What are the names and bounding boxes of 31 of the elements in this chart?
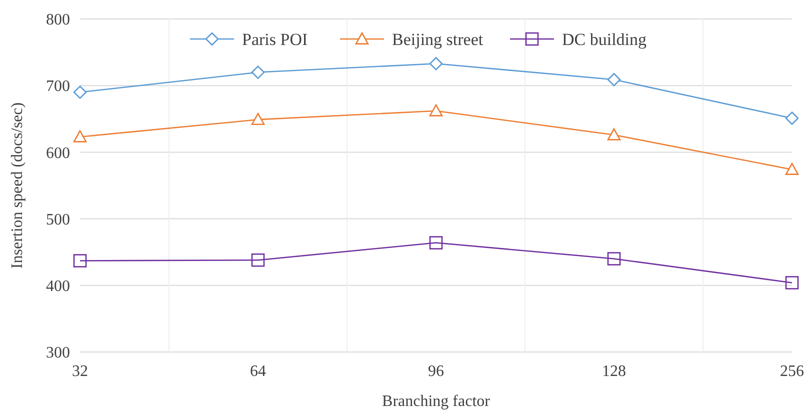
point [785,162,799,175]
point [251,253,265,267]
x-tick-label: 96 [428,363,444,380]
point [73,86,87,99]
x-tick-label: 128 [602,363,626,380]
legend-label: Paris POI [242,30,308,49]
point [607,128,621,140]
point [429,104,443,116]
point [251,112,265,126]
point [429,236,443,250]
point [73,254,87,268]
x-tick-label: 32 [72,363,88,380]
point [607,252,621,266]
y-tick-label: 300 [46,344,70,362]
y-tick-label: 500 [46,211,70,228]
point [785,276,799,290]
y-tick-label: 700 [46,78,70,96]
y-tick-label: 600 [46,144,70,162]
legend-label: Beijing street [392,30,484,49]
point [429,56,443,70]
legend-label: DC building [562,30,648,49]
point [607,72,621,86]
y-tick-label: 800 [46,12,70,29]
y-tick-label: 400 [46,278,70,295]
point [251,66,265,79]
y-axis-title: Insertion speed (docs/sec) [9,102,26,269]
x-axis-title: Branching factor [382,393,491,410]
point [785,112,799,125]
x-tick-label: 256 [780,363,804,380]
x-tick-label: 64 [250,363,266,380]
point [73,130,87,142]
